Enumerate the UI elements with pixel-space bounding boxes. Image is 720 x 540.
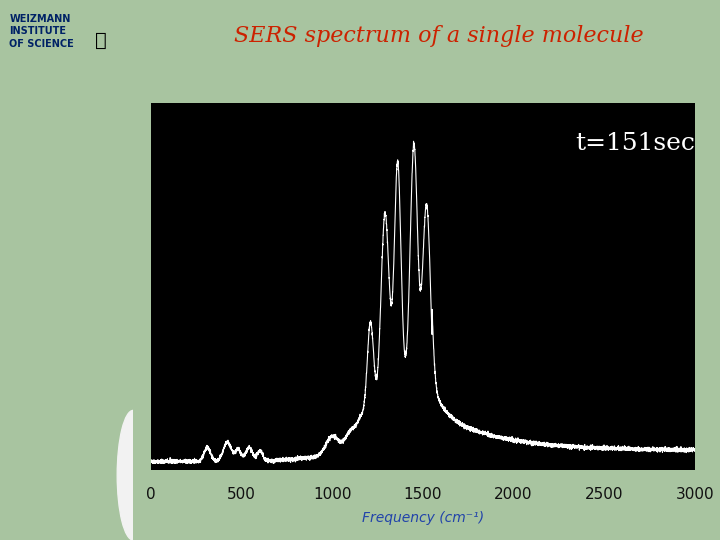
Text: 0: 0 [146, 487, 156, 502]
Text: 1500: 1500 [404, 487, 442, 502]
Text: 1000: 1000 [313, 487, 351, 502]
Text: 🌿: 🌿 [95, 31, 107, 50]
Text: SERS spectrum of a single molecule: SERS spectrum of a single molecule [233, 25, 643, 46]
Text: 3000: 3000 [675, 487, 714, 502]
Text: 2000: 2000 [495, 487, 533, 502]
Text: Frequency (cm⁻¹): Frequency (cm⁻¹) [362, 511, 484, 525]
Text: t=151sec: t=151sec [575, 132, 695, 156]
Text: 500: 500 [228, 487, 256, 502]
Text: 2500: 2500 [585, 487, 624, 502]
Circle shape [117, 410, 149, 540]
Text: WEIZMANN
INSTITUTE
OF SCIENCE: WEIZMANN INSTITUTE OF SCIENCE [9, 14, 74, 49]
